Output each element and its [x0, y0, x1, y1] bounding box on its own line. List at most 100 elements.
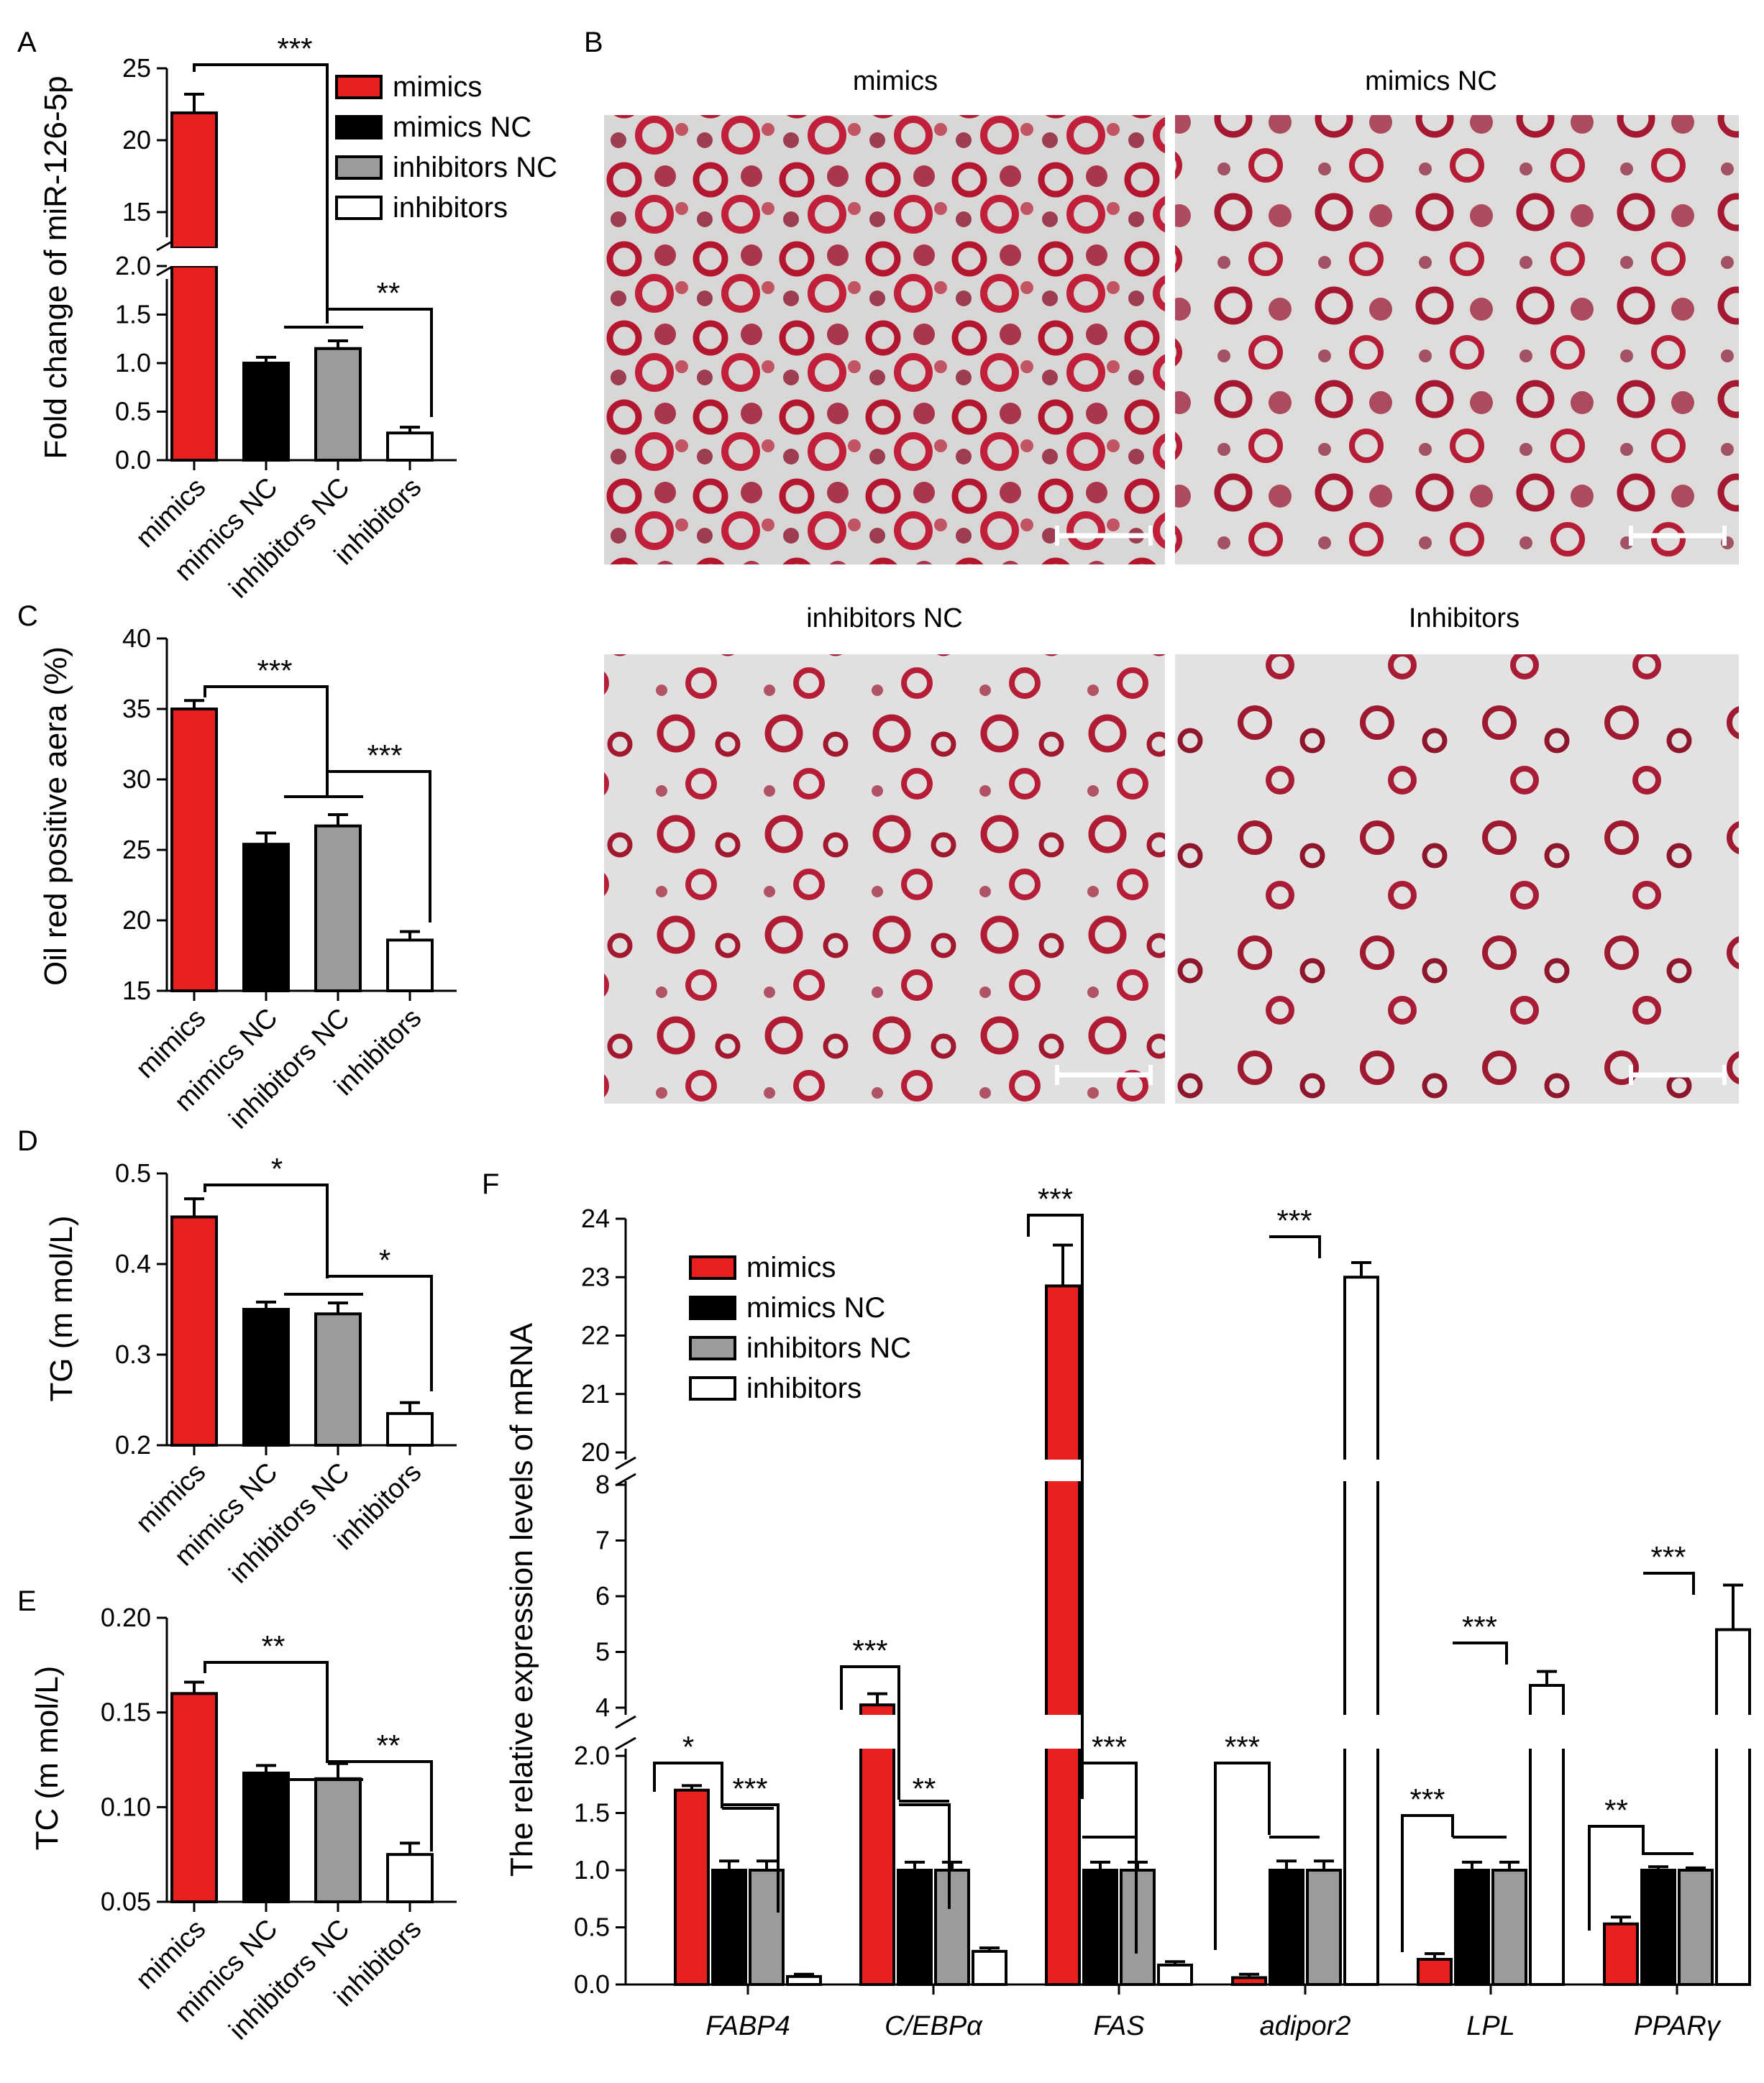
y-tick-label: 15 — [122, 976, 151, 1005]
bar — [386, 938, 434, 992]
microscopy-image — [604, 115, 1165, 564]
bar — [1082, 1869, 1118, 1986]
significance-stars: *** — [277, 32, 312, 65]
y-tick-label: 20 — [122, 125, 151, 155]
y-tick-label: 0.3 — [115, 1340, 151, 1369]
y-tick-label: 25 — [122, 53, 151, 83]
panel-label: E — [17, 1585, 37, 1617]
legend-swatch — [335, 75, 383, 99]
error-bar — [256, 1764, 276, 1773]
significance-stars: ** — [377, 276, 401, 310]
significance-bracket: *** — [204, 654, 329, 798]
significance-bracket: *** — [1453, 1610, 1508, 1665]
y-tick-label: 5 — [595, 1637, 610, 1667]
significance-stars: *** — [852, 1634, 887, 1667]
significance-stars: *** — [1092, 1730, 1127, 1764]
y-tick-label: 25 — [122, 835, 151, 864]
y-tick-label: 0.20 — [101, 1603, 151, 1632]
y-tick-label: 21 — [581, 1379, 610, 1409]
bar-break-gap — [1712, 1715, 1754, 1749]
bar — [170, 111, 218, 249]
significance-stars: *** — [1462, 1610, 1497, 1644]
significance-line — [204, 1661, 329, 1763]
significance-stars: ** — [262, 1629, 285, 1663]
y-tick-label: 0.2 — [115, 1430, 151, 1460]
significance-bracket: *** — [1082, 1730, 1138, 1954]
y-tick-label: 1.0 — [115, 348, 151, 377]
y-tick-label: 2.0 — [574, 1741, 610, 1770]
significance-line — [1082, 1762, 1138, 1954]
error-bar — [256, 1300, 276, 1309]
significance-stars: * — [682, 1730, 694, 1764]
significance-bracket: ** — [1588, 1793, 1645, 1931]
y-tick-label: 1.5 — [574, 1798, 610, 1828]
bar — [1603, 1922, 1639, 1986]
error-bar — [400, 1401, 420, 1414]
bar-break-gap — [1042, 1460, 1084, 1481]
error-bar — [1314, 1859, 1334, 1870]
error-bar — [184, 699, 204, 709]
significance-line — [1643, 1572, 1695, 1595]
stained-cells — [1175, 115, 1739, 564]
significance-bracket: * — [327, 1243, 433, 1391]
bar — [711, 1869, 747, 1986]
bar — [242, 1308, 290, 1447]
axis-break-mark — [615, 1473, 636, 1487]
y-tick-label: 20 — [122, 905, 151, 935]
y-tick-label: 1.5 — [115, 300, 151, 329]
error-bar — [867, 1692, 887, 1706]
stained-cells — [604, 115, 1165, 564]
error-bar — [719, 1859, 739, 1870]
significance-stars: *** — [257, 654, 292, 687]
error-bar — [1351, 1260, 1371, 1278]
significance-stars: ** — [377, 1729, 401, 1762]
significance-bracket: *** — [1214, 1730, 1271, 1950]
significance-stars: * — [379, 1243, 390, 1277]
significance-stars: *** — [1225, 1730, 1260, 1764]
significance-bracket: *** — [1269, 1204, 1321, 1258]
y-tick-label: 0.5 — [115, 1158, 151, 1188]
bar — [859, 1703, 895, 1986]
y-axis-title: The relative expression levels of mRNA — [504, 1322, 539, 1877]
image-title: Inhibitors — [1409, 603, 1519, 633]
bar — [242, 1771, 290, 1904]
y-tick-label: 4 — [595, 1693, 610, 1722]
legend: mimics mimics NC inhibitors NC inhibitors — [689, 1252, 911, 1404]
y-tick-label: 2.0 — [115, 251, 151, 280]
significance-line — [193, 63, 329, 324]
error-bar — [328, 1762, 348, 1779]
image-title: mimics NC — [1365, 66, 1497, 96]
error-bar — [256, 831, 276, 845]
significance-line — [653, 1762, 723, 1808]
bar — [1491, 1869, 1527, 1986]
significance-bracket: ** — [327, 276, 433, 417]
category-label: adipor2 — [1260, 2011, 1351, 2041]
error-bar — [1053, 1243, 1073, 1286]
significance-bracket: ** — [899, 1772, 951, 1909]
y-tick-label: 8 — [595, 1470, 610, 1499]
microscopy-image — [1175, 654, 1739, 1104]
significance-bracket: *** — [1027, 1182, 1084, 1799]
category-label: PPARγ — [1634, 2011, 1722, 2041]
bar-break-gap — [1526, 1715, 1568, 1749]
significance-bracket: *** — [1643, 1540, 1695, 1595]
image-title: mimics — [853, 66, 938, 96]
bar — [386, 1411, 434, 1447]
category-label: FABP4 — [705, 2011, 790, 2041]
error-bar — [1165, 1960, 1185, 1965]
panel-label: B — [584, 27, 603, 58]
error-bar — [1090, 1860, 1110, 1870]
error-bar — [1686, 1866, 1706, 1870]
y-tick-label: 0.15 — [101, 1698, 151, 1727]
bar-break-gap — [1042, 1715, 1084, 1749]
error-bar — [1537, 1670, 1557, 1685]
significance-line — [327, 1275, 433, 1391]
legend-swatch — [335, 115, 383, 139]
category-label: FAS — [1093, 2011, 1144, 2041]
error-bar — [1239, 1972, 1259, 1978]
significance-line — [1401, 1814, 1454, 1952]
error-bar — [256, 355, 276, 363]
error-bar — [184, 93, 204, 113]
y-tick-label: 0.0 — [115, 445, 151, 475]
error-bar — [1425, 1952, 1445, 1960]
